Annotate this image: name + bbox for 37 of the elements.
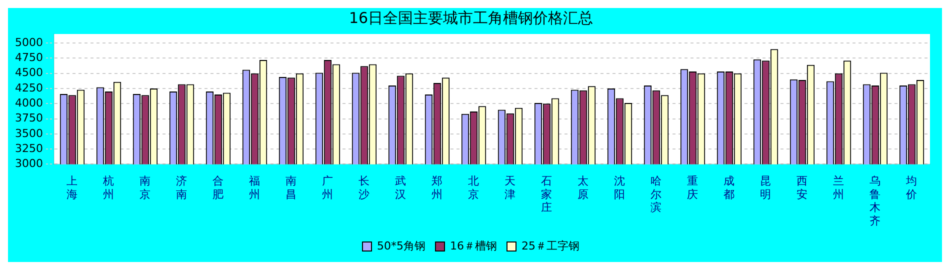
y-tick-label: 3250 [14,142,43,155]
y-tick-label: 3500 [14,126,43,140]
x-tick-label: 武汉 [395,174,406,201]
x-tick-label: 成都 [724,174,735,201]
x-tick-label: 南京 [140,174,151,201]
y-tick-label: 4500 [14,66,43,80]
x-tick-label: 石家庄 [541,174,552,214]
legend-label: 16＃槽钢 [450,239,497,252]
x-tick-label: 太原 [578,174,589,201]
chart-title: 16日全国主要城市工角槽钢价格汇总 [348,8,594,27]
x-tick-label: 重庆 [687,174,698,201]
x-tick-label: 兰州 [833,174,844,201]
x-tick-label: 昆明 [760,174,772,201]
x-tick-label: 杭州 [102,174,114,201]
x-tick-label: 南昌 [286,174,297,201]
legend-label: 25＃工字钢 [522,239,580,252]
x-tick-label: 均价 [905,174,918,201]
x-tick-label: 乌鲁木齐 [870,174,881,228]
x-tick-label: 北京 [468,174,480,201]
x-tick-label: 沈阳 [614,174,626,201]
x-tick-label: 广州 [322,174,334,201]
x-tick-label: 长沙 [358,174,370,201]
x-tick-label: 哈尔滨 [650,174,662,214]
x-tick-label: 合肥 [212,174,224,201]
x-tick-label: 福州 [249,174,260,201]
x-tick-label: 济南 [176,174,188,201]
x-tick-label: 上海 [66,174,78,201]
x-tick-label: 天津 [504,174,516,201]
y-tick-label: 4750 [14,51,43,64]
y-tick-label: 4250 [14,81,43,94]
legend-label: 50*5角钢 [377,239,426,252]
y-tick-label: 3000 [14,157,43,170]
x-tick-label: 西安 [796,174,808,201]
y-tick-label: 5000 [14,36,43,49]
y-tick-label: 4000 [14,96,43,110]
x-tick-label: 郑州 [432,174,443,201]
y-tick-label: 3750 [14,112,43,125]
